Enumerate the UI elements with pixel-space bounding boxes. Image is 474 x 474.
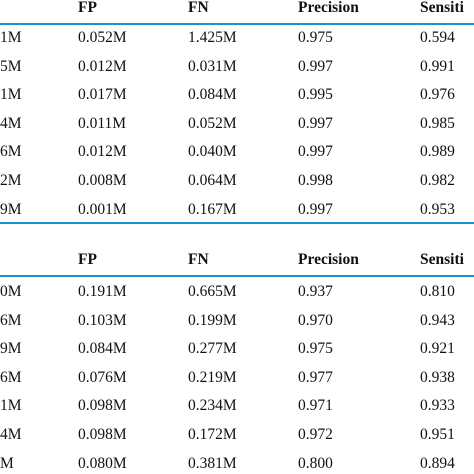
table-cell: 0.951 (420, 426, 455, 443)
table-cell: 0.012M (78, 57, 127, 75)
table-cell: 0.938 (420, 368, 455, 386)
table-cell: 0.943 (420, 311, 455, 329)
table-cell: 0.381M (188, 454, 237, 472)
table-cell: 1.425M (188, 29, 237, 46)
table-cell: 0.970 (298, 311, 333, 329)
table-cell: 0.972 (298, 426, 333, 443)
table-rule (0, 222, 474, 224)
table-cell: 4M (0, 426, 22, 443)
table-cell: M (0, 454, 14, 472)
table-cell: 6M (0, 368, 22, 386)
table-cell: 0M (0, 283, 22, 300)
header-cell: FN (188, 0, 209, 16)
table-cell: 0.953 (420, 200, 455, 218)
table-cell: 0.800 (298, 454, 333, 472)
table-cell: 1M (0, 29, 22, 46)
table-cell: 4M (0, 114, 22, 132)
table-cell: 0.665M (188, 283, 237, 300)
table-cell: 5M (0, 57, 22, 75)
table-cell: 0.084M (188, 86, 237, 104)
table-cell: 1M (0, 86, 22, 104)
table-cell: 0.997 (298, 114, 333, 132)
table-cell: 6M (0, 143, 22, 161)
header-cell: FN (188, 251, 209, 268)
table-cell: 0.001M (78, 200, 127, 218)
header-cell: Precision (298, 0, 359, 16)
table-cell: 6M (0, 311, 22, 329)
header-cell: Precision (298, 251, 359, 268)
table-cell: 0.971 (298, 397, 333, 415)
table-cell: 0.040M (188, 143, 237, 161)
table-cell: 0.998 (298, 172, 333, 189)
table-cell: 0.011M (78, 114, 127, 132)
table-cell: 0.052M (188, 114, 237, 132)
table-cell: 0.810 (420, 283, 455, 300)
table-cell: 1M (0, 397, 22, 415)
table-rule (0, 275, 474, 277)
table-cell: 0.012M (78, 143, 127, 161)
table-cell: 0.167M (188, 200, 237, 218)
table-cell: 0.997 (298, 143, 333, 161)
table-cell: 0.017M (78, 86, 127, 104)
table-cell: 0.975 (298, 340, 333, 358)
table-cell: 0.921 (420, 340, 455, 358)
table-cell: 0.219M (188, 368, 237, 386)
table-cell: 0.976 (420, 86, 455, 104)
table-cell: 0.098M (78, 397, 127, 415)
table-cell: 0.991 (420, 57, 455, 75)
table-cell: 0.997 (298, 200, 333, 218)
table-cell: 0.989 (420, 143, 455, 161)
header-cell: Sensiti (420, 0, 464, 16)
table-cell: 0.234M (188, 397, 237, 415)
table-cell: 0.052M (78, 29, 127, 46)
table-cell: 0.031M (188, 57, 237, 75)
table-cell: 0.277M (188, 340, 237, 358)
table-cell: 0.975 (298, 29, 333, 46)
table-cell: 0.977 (298, 368, 333, 386)
table-cell: 0.199M (188, 311, 237, 329)
table-cell: 9M (0, 340, 22, 358)
header-cell: Sensiti (420, 251, 464, 268)
table-cell: 0.594 (420, 29, 455, 46)
table-cell: 0.084M (78, 340, 127, 358)
table-cell: 0.937 (298, 283, 333, 300)
table-cell: 9M (0, 200, 22, 218)
header-cell: FP (78, 251, 97, 268)
table-cell: 0.997 (298, 57, 333, 75)
table-rule (0, 23, 474, 25)
table-cell: 2M (0, 172, 22, 189)
table-cell: 0.933 (420, 397, 455, 415)
table-cell: 0.064M (188, 172, 237, 189)
header-cell: FP (78, 0, 97, 16)
table-cell: 0.076M (78, 368, 127, 386)
table-cell: 0.008M (78, 172, 127, 189)
table-cell: 0.985 (420, 114, 455, 132)
table-cell: 0.191M (78, 283, 127, 300)
table-cell: 0.995 (298, 86, 333, 104)
table-cell: 0.080M (78, 454, 127, 472)
table-cell: 0.982 (420, 172, 455, 189)
table-cell: 0.894 (420, 454, 455, 472)
table-cell: 0.098M (78, 426, 127, 443)
table-cell: 0.172M (188, 426, 237, 443)
table-cell: 0.103M (78, 311, 127, 329)
